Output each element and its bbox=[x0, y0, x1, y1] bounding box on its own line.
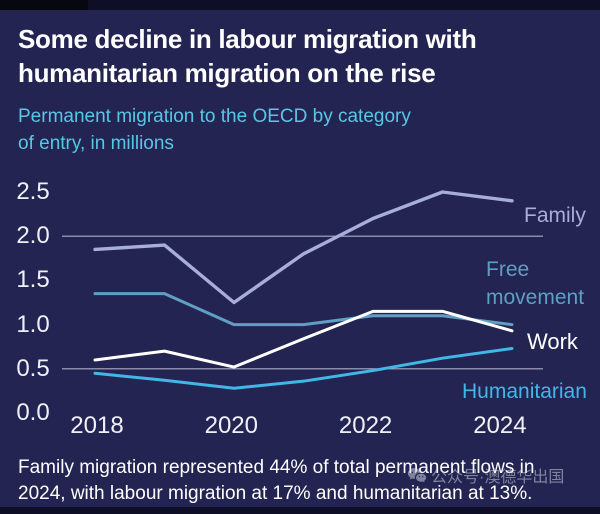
x-tick-label: 2022 bbox=[338, 412, 393, 439]
bottom-letterbox-strip bbox=[0, 507, 600, 514]
y-tick-label: 0.5 bbox=[16, 354, 50, 382]
humanitarian-line bbox=[93, 346, 514, 390]
x-tick-label: 2020 bbox=[204, 412, 258, 439]
footnote: Family migration represented 44% of tota… bbox=[18, 457, 535, 504]
x-tick-label: 2018 bbox=[70, 412, 124, 439]
x-tick-label: 2024 bbox=[473, 412, 527, 439]
work-line bbox=[93, 309, 514, 369]
chart-subtitle: Permanent migration to the OECD by categ… bbox=[18, 106, 411, 154]
legend-humanitarian: Humanitarian bbox=[462, 380, 587, 403]
watermark: 公众号·澳德华出国 bbox=[407, 464, 564, 486]
wechat-icon bbox=[407, 467, 427, 482]
y-tick-label: 2.5 bbox=[16, 178, 50, 205]
y-tick-label: 1.5 bbox=[16, 266, 50, 294]
legend-work: Work bbox=[527, 329, 578, 354]
y-tick-label: 0.0 bbox=[16, 399, 50, 426]
family-line bbox=[93, 190, 514, 305]
free-movement-line bbox=[93, 292, 514, 327]
y-tick-label: 2.0 bbox=[16, 222, 50, 250]
y-tick-label: 1.0 bbox=[16, 310, 50, 338]
top-letterbox-strip bbox=[0, 0, 600, 10]
watermark-text: 公众号·澳德华出国 bbox=[431, 469, 565, 486]
legend-family: Family bbox=[524, 204, 586, 227]
chart-title: Some decline in labour migration with hu… bbox=[18, 24, 477, 88]
legend-free-movement: Free movement bbox=[486, 258, 585, 309]
